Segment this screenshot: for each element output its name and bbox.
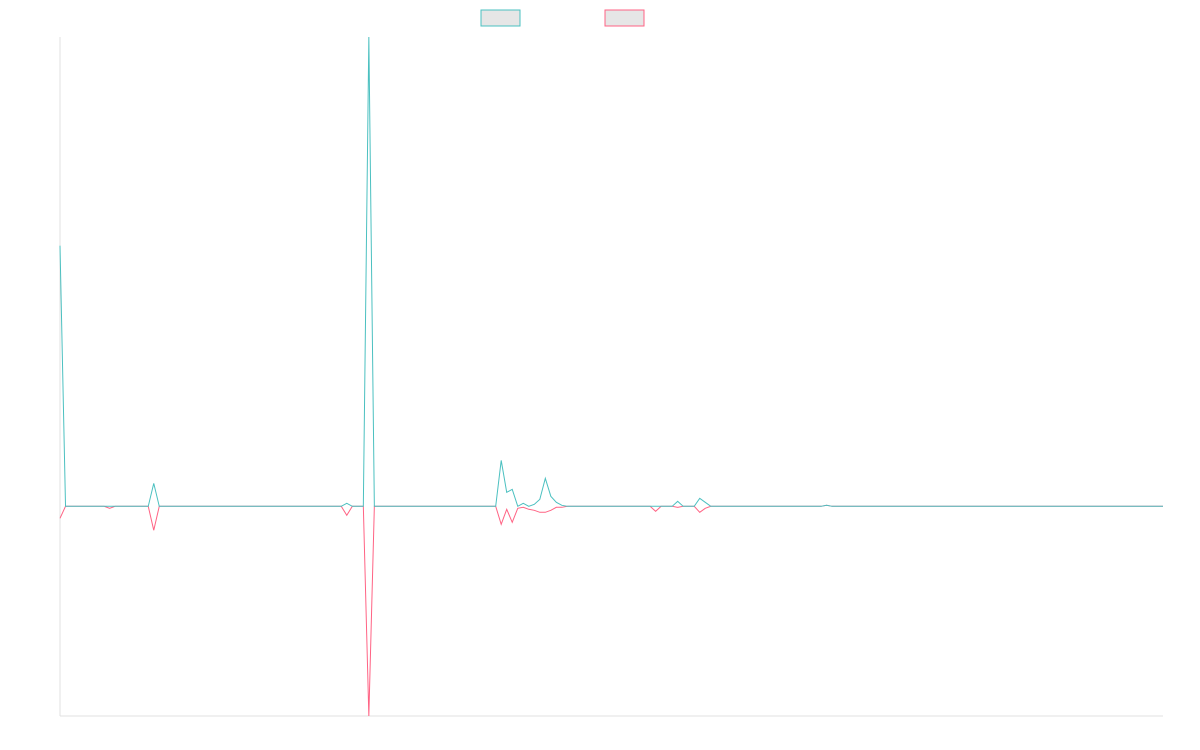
series-line: [59, 36, 1163, 508]
series-line: [59, 504, 1163, 717]
legend-swatch[interactable]: [604, 9, 645, 27]
legend-swatch[interactable]: [480, 9, 521, 27]
